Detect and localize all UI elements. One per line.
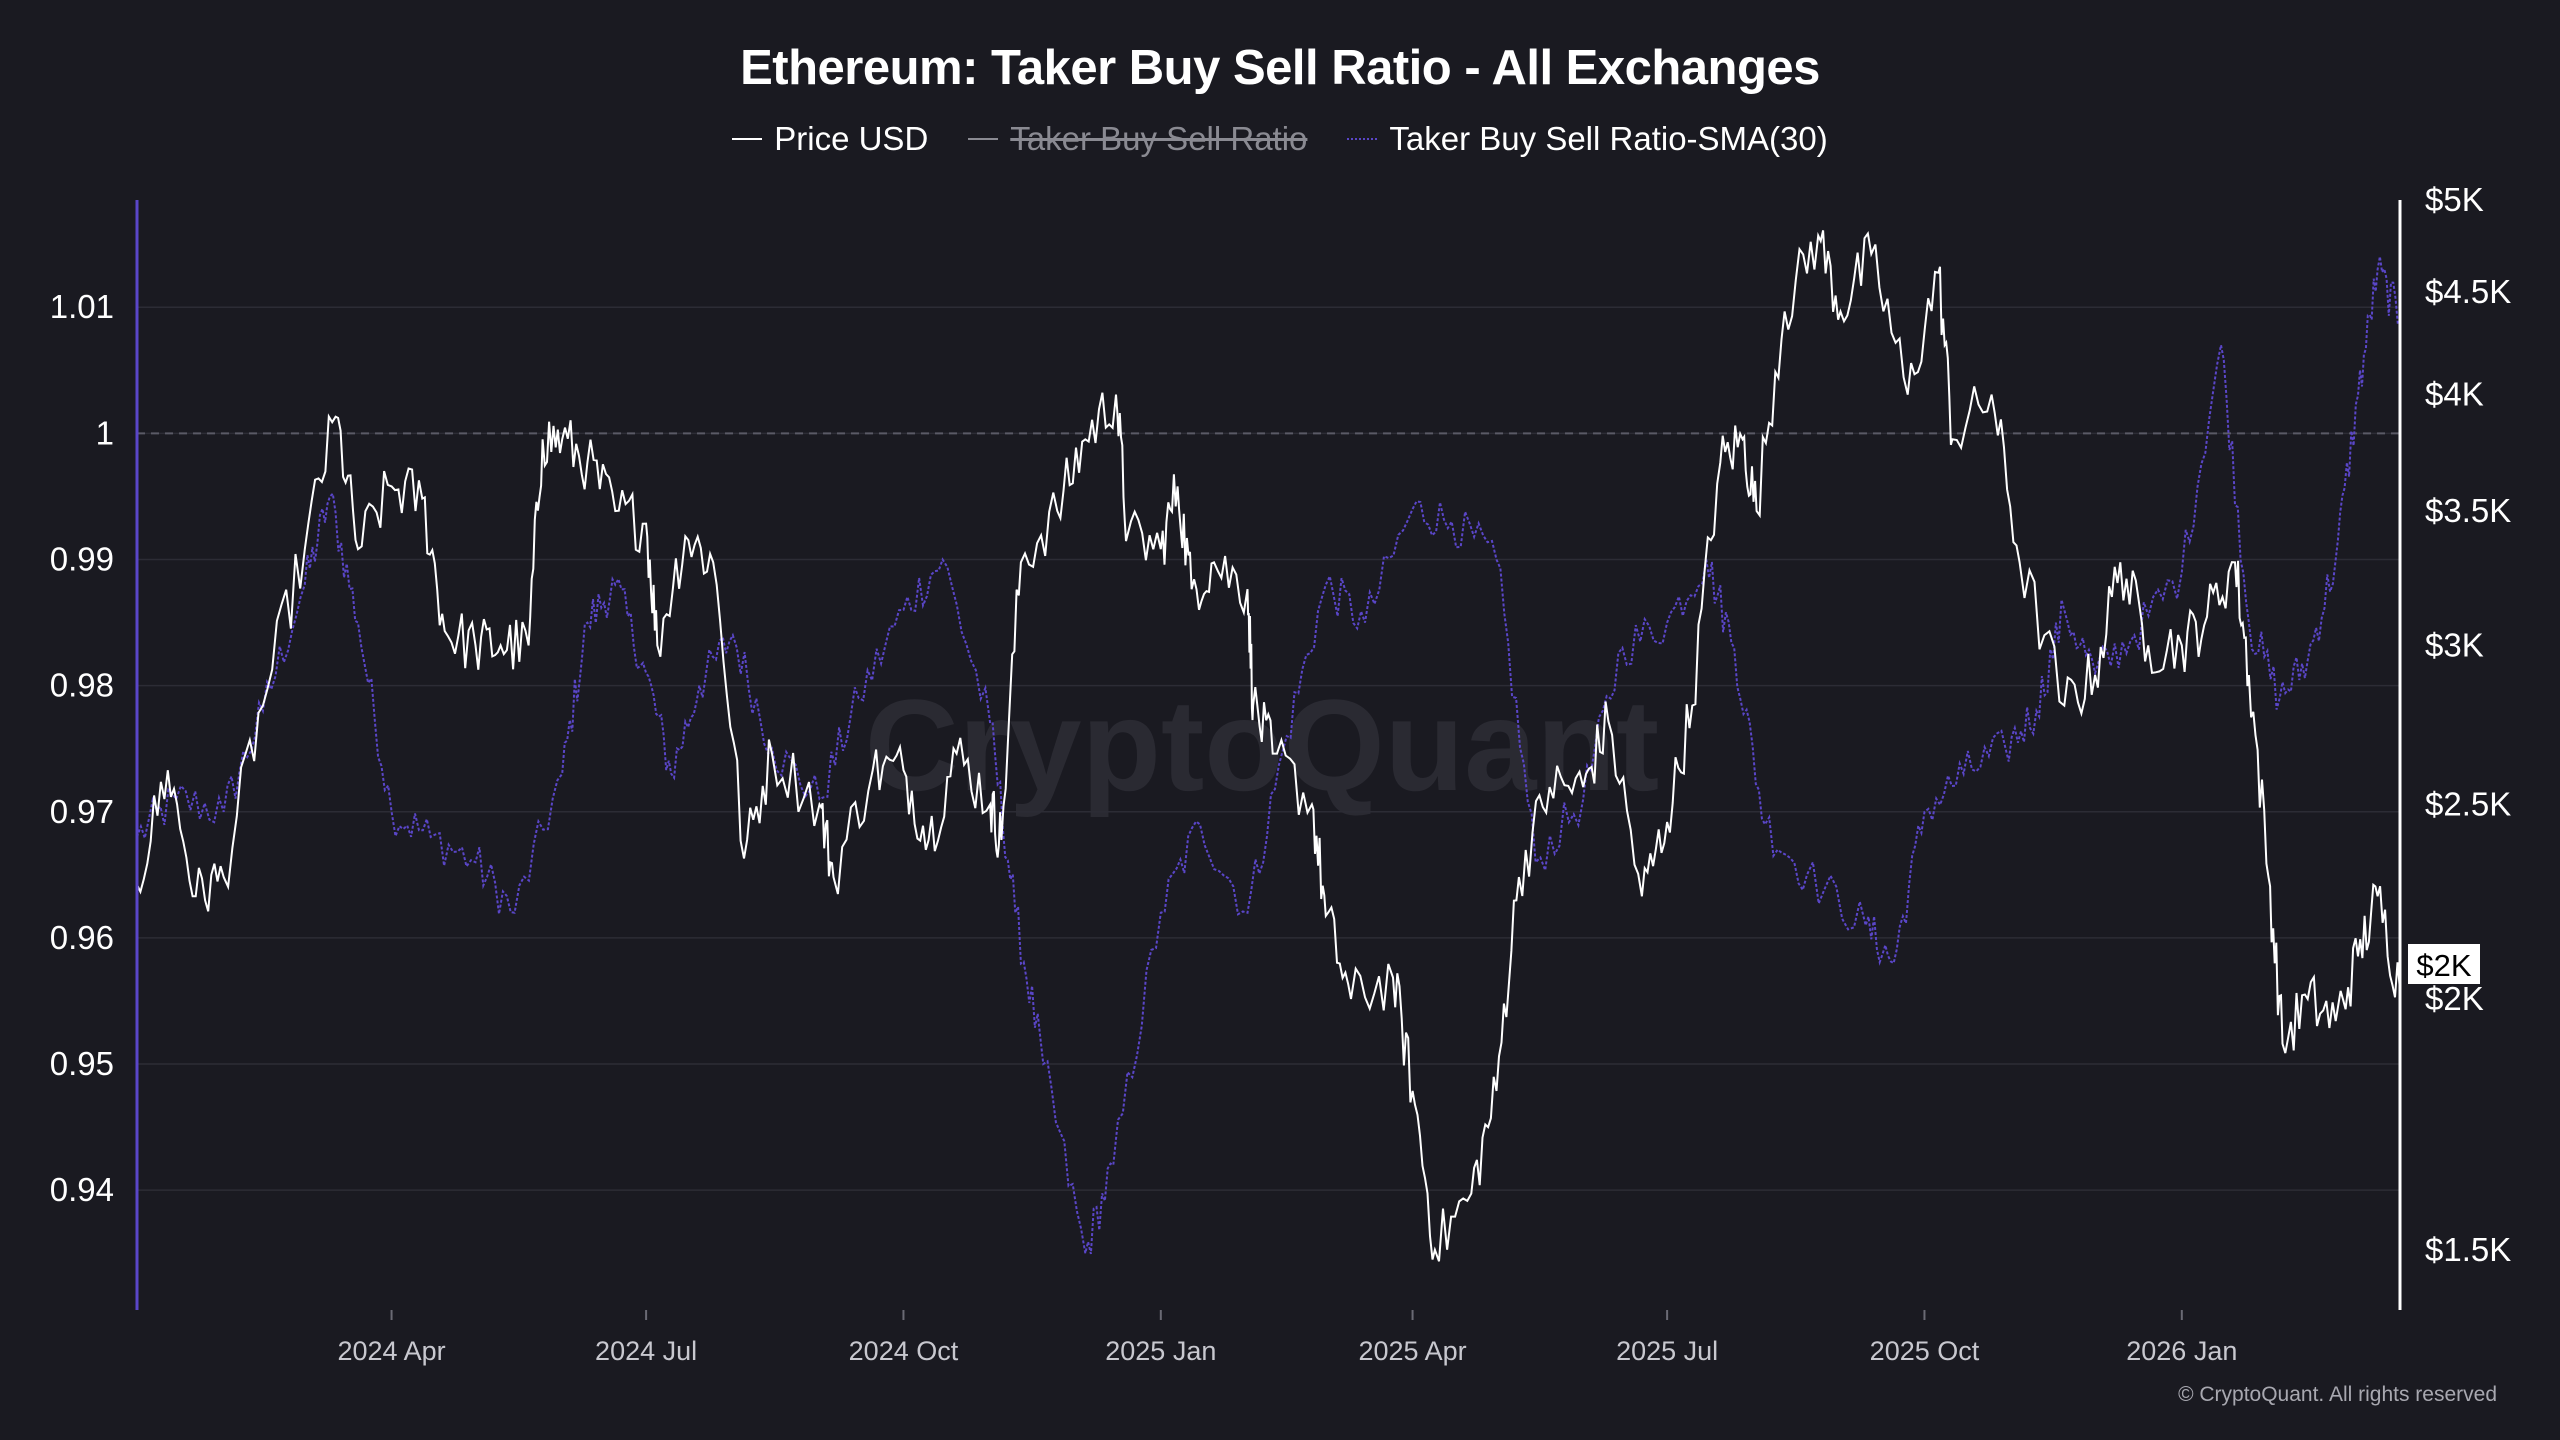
right-tick-label: $2K: [2425, 980, 2484, 1017]
right-axis-ticks: $1.5K $2K $2.5K $3K $3.5K $4K $4.5K $5K: [2425, 181, 2511, 1268]
left-tick-label: 0.97: [50, 793, 114, 830]
price-series-group: [136, 230, 2401, 1262]
sma-series-group: [136, 256, 2401, 1255]
legend: Price USD Taker Buy Sell Ratio Taker Buy…: [0, 120, 2560, 158]
left-tick-label: 1.01: [50, 288, 114, 325]
right-tick-label: $3K: [2425, 626, 2484, 663]
legend-swatch-sma: [1347, 138, 1378, 140]
legend-item-taker-ratio[interactable]: Taker Buy Sell Ratio: [968, 120, 1307, 158]
right-tick-label: $4K: [2425, 376, 2484, 413]
left-tick-label: 0.96: [50, 919, 114, 956]
gridlines: [137, 306, 2400, 1191]
x-axis-ticks: 2024 Apr 2024 Jul 2024 Oct 2025 Jan 2025 Apr…: [338, 1310, 2237, 1366]
legend-swatch-taker-ratio: [968, 138, 999, 140]
sma-line: [136, 256, 2401, 1255]
x-tick-label: 2025 Oct: [1870, 1336, 1980, 1366]
x-tick-label: 2025 Apr: [1359, 1336, 1467, 1366]
x-tick-label: 2024 Jul: [595, 1336, 697, 1366]
x-tick-label: 2026 Jan: [2126, 1336, 2237, 1366]
right-tick-label: $3.5K: [2425, 492, 2511, 529]
x-tick-label: 2025 Jan: [1105, 1336, 1216, 1366]
left-tick-label: 0.99: [50, 540, 114, 577]
left-tick-label: 1: [96, 414, 114, 451]
right-tick-label: $1.5K: [2425, 1231, 2511, 1268]
right-tick-label: $2.5K: [2425, 785, 2511, 822]
price-line: [136, 230, 2401, 1262]
price-badge-box: [2408, 944, 2480, 984]
right-tick-label: $5K: [2425, 181, 2484, 218]
copyright-text: © CryptoQuant. All rights reserved: [2178, 1383, 2497, 1406]
legend-label-taker-ratio: Taker Buy Sell Ratio: [1010, 120, 1308, 157]
right-tick-label: $4.5K: [2425, 273, 2511, 310]
legend-item-sma[interactable]: Taker Buy Sell Ratio-SMA(30): [1347, 120, 1828, 158]
legend-swatch-price: [732, 138, 763, 140]
price-badge-text: $2K: [2416, 948, 2471, 983]
legend-label-price: Price USD: [774, 120, 929, 157]
left-tick-label: 0.95: [50, 1045, 114, 1082]
legend-item-price[interactable]: Price USD: [732, 120, 928, 158]
price-badge: $2K: [2408, 944, 2480, 984]
x-tick-label: 2024 Apr: [338, 1336, 446, 1366]
watermark-text: CryptoQuant: [865, 672, 1659, 818]
x-tick-label: 2024 Oct: [849, 1336, 959, 1366]
axes: [135, 200, 2402, 1310]
left-axis-ticks: 0.94 0.95 0.96 0.97 0.98 0.99 1 1.01: [50, 288, 114, 1208]
legend-label-sma: Taker Buy Sell Ratio-SMA(30): [1389, 120, 1828, 157]
left-tick-label: 0.98: [50, 667, 114, 704]
left-tick-label: 0.94: [50, 1171, 114, 1208]
chart-title: Ethereum: Taker Buy Sell Ratio - All Exc…: [740, 41, 1820, 95]
x-tick-label: 2025 Jul: [1616, 1336, 1718, 1366]
